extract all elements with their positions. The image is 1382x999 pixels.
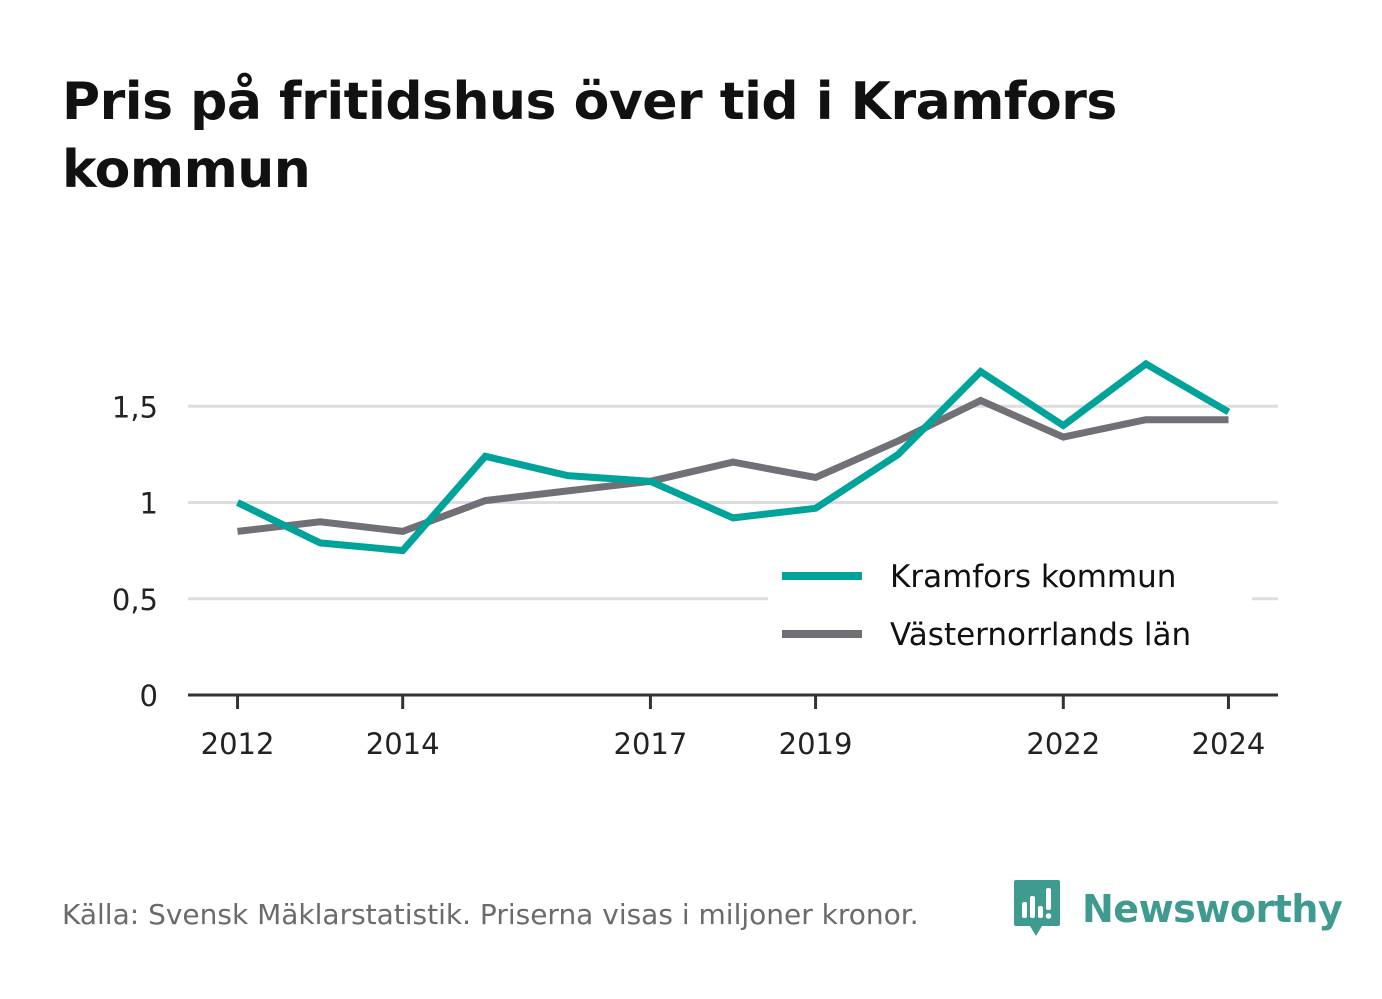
x-axis: 2012 2014 2017 2019 2022 2024 [188,693,1278,761]
legend-label: Västernorrlands län [890,617,1191,653]
x-tick-label: 2022 [1026,727,1100,761]
source-note: Källa: Svensk Mäklarstatistik. Priserna … [62,898,919,931]
series-lines [235,359,1231,555]
brand-logo: Newsworthy [1012,878,1343,940]
chart-title: Pris på fritidshus över tid i Kramfors k… [62,72,1117,200]
newsworthy-icon [1014,880,1060,936]
x-tick-label: 2017 [614,727,688,761]
x-tick-label: 2024 [1192,727,1266,761]
legend: Kramfors kommun Västernorrlands län [768,548,1252,658]
x-tick-label: 2014 [366,727,440,761]
y-tick-label: 1,5 [112,390,158,424]
y-tick-label: 0,5 [112,583,158,617]
series-line-kramfors [235,359,1231,555]
legend-label: Kramfors kommun [890,559,1176,595]
legend-background [768,548,1252,658]
brand-name: Newsworthy [1082,887,1343,931]
y-tick-label: 0 [140,679,158,713]
series-line-vasternorrland [237,396,1229,535]
x-tick-label: 2019 [779,727,853,761]
x-tick-label: 2012 [201,727,275,761]
y-tick-label: 1 [140,487,158,521]
